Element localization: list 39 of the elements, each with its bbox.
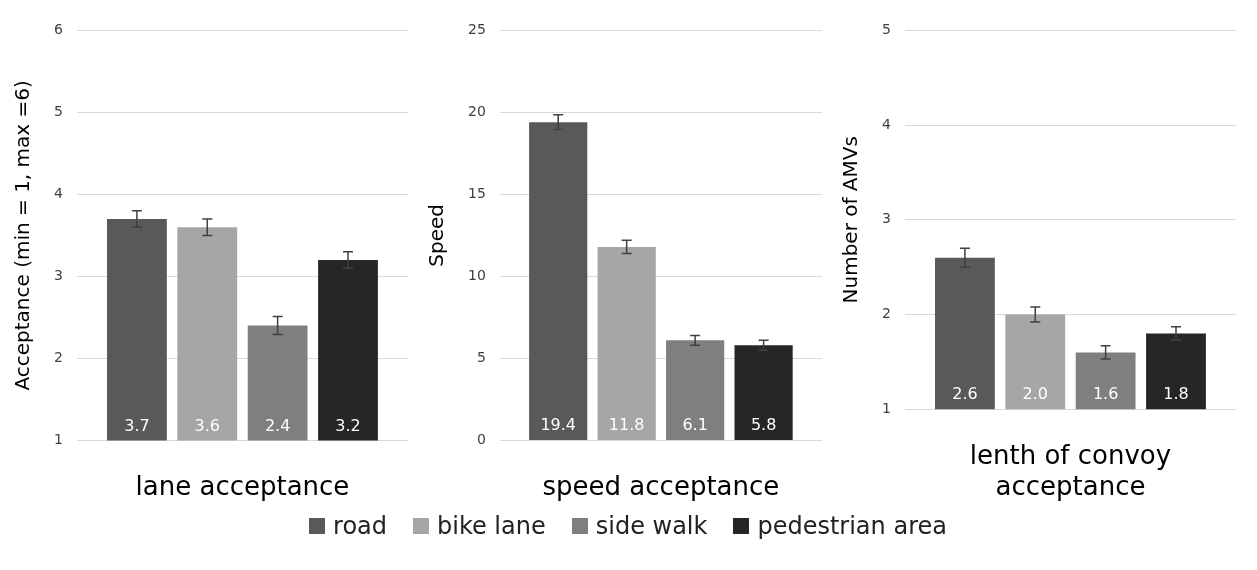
- y-tick-label: 2: [881, 305, 891, 322]
- x-axis-title: speed acceptance: [542, 471, 780, 502]
- data-label: 11.8: [608, 415, 645, 435]
- y-tick-label: 6: [53, 21, 63, 38]
- data-label: 19.4: [540, 415, 577, 435]
- y-tick-label: 5: [881, 21, 891, 38]
- data-label: 5.8: [750, 415, 777, 435]
- x-axis-title: lenth of convoy acceptance: [969, 439, 1172, 502]
- legend-label: side walk: [595, 512, 708, 540]
- y-tick-label: 0: [476, 431, 486, 448]
- x-axis-title: lane acceptance: [135, 471, 350, 502]
- y-tick-label: 1: [53, 431, 63, 448]
- y-tick-label: 5: [53, 103, 63, 120]
- y-tick-label: 10: [467, 267, 486, 284]
- y-axis-title: Speed: [424, 204, 449, 267]
- y-tick-label: 4: [53, 185, 63, 202]
- y-tick-label: 3: [881, 210, 891, 227]
- y-tick-label: 25: [467, 21, 486, 38]
- data-label: 1.6: [1092, 384, 1119, 404]
- data-label: 2.4: [264, 415, 291, 435]
- y-tick-label: 1: [881, 399, 891, 416]
- y-axis-title: Acceptance (min = 1, max =6): [10, 80, 35, 391]
- data-label: 2.0: [1022, 384, 1048, 404]
- data-label: 3.6: [194, 415, 220, 435]
- y-axis-title: Number of AMVs: [838, 136, 863, 304]
- data-label: 1.8: [1163, 384, 1189, 404]
- legend-label: bike lane: [437, 512, 546, 540]
- y-tick-label: 15: [467, 185, 486, 202]
- y-tick-label: 5: [476, 349, 486, 366]
- data-label: 6.1: [682, 415, 708, 435]
- legend-label: pedestrian area: [757, 512, 947, 540]
- data-label: 3.7: [124, 415, 150, 435]
- data-label: 3.2: [335, 415, 361, 435]
- y-tick-label: 4: [881, 115, 891, 132]
- legend-label: road: [333, 512, 388, 540]
- data-label: 2.6: [952, 384, 978, 404]
- y-tick-label: 2: [53, 349, 63, 366]
- y-tick-label: 3: [53, 267, 63, 284]
- y-tick-label: 20: [467, 103, 486, 120]
